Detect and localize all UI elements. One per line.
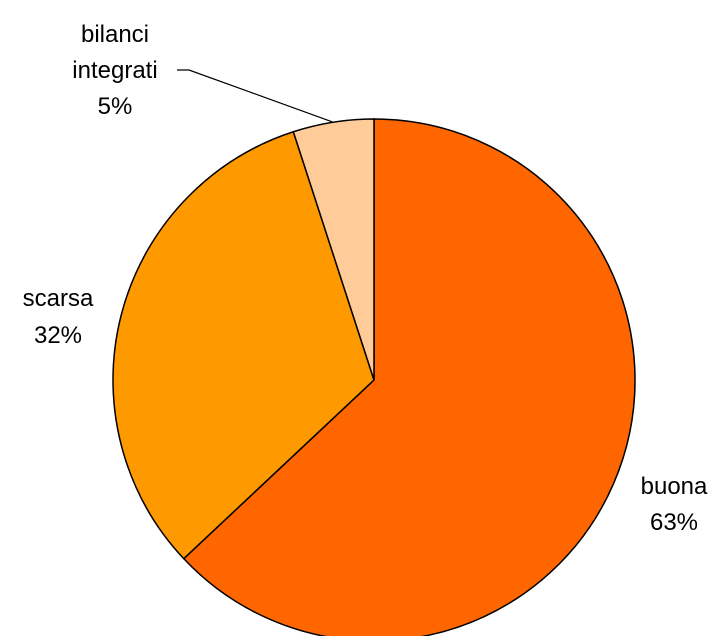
pie-slices [112, 118, 636, 636]
leader-line [177, 69, 334, 123]
pie-slice-buona [182, 118, 636, 636]
slice-percent-label: 32% [34, 322, 82, 349]
slice-category-label: scarsa [23, 285, 94, 312]
slice-percent-label: 63% [650, 509, 698, 536]
pie-labels: buona 63% scarsa 32% bilanci integrati 5% [23, 21, 708, 536]
pie-slice-scarsa [112, 130, 375, 560]
slice-category-label: bilanci [81, 21, 149, 48]
slice-category-label: buona [641, 473, 708, 500]
slice-category-label: integrati [72, 57, 157, 84]
pie-slice-bilanci-integrati [292, 118, 375, 381]
slice-percent-label: 5% [98, 93, 133, 120]
